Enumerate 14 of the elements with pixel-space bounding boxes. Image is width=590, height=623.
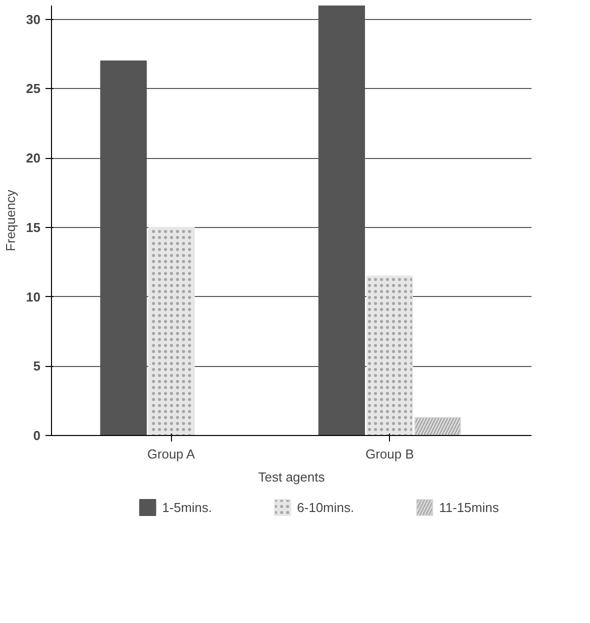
x-tick-label: Group A: [147, 446, 196, 462]
y-tick-label: 15: [26, 220, 41, 235]
x-tick-label: Group B: [365, 446, 414, 462]
legend-label: 1-5mins.: [162, 500, 212, 514]
y-tick-label: 25: [26, 81, 41, 96]
x-axis-title: Test agents: [258, 470, 326, 484]
y-tick-label: 0: [33, 428, 41, 443]
y-tick-label: 10: [26, 289, 41, 304]
legend-label: 6-10mins.: [297, 500, 354, 514]
y-axis-title: Frequency: [3, 189, 18, 252]
y-tick-label: 5: [33, 358, 41, 374]
y-tick-label: 30: [26, 12, 41, 27]
y-tick-label: 20: [26, 150, 41, 166]
legend-label: 11-15mins: [439, 500, 499, 514]
